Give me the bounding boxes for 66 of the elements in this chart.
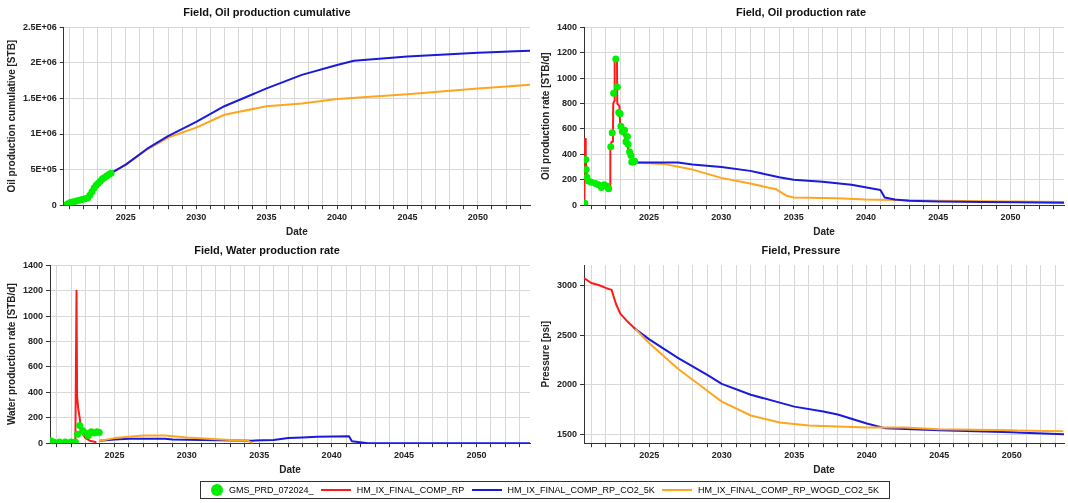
y-tick-label: 5E+05 xyxy=(30,164,57,175)
x-tick-label: 2025 xyxy=(639,450,660,461)
y-tick-label: 800 xyxy=(27,335,44,346)
x-tick-label: 2030 xyxy=(186,212,207,223)
y-tick-label: 2.5E+06 xyxy=(23,21,57,32)
x-tick-label: 2025 xyxy=(639,212,660,223)
y-tick-label: 2000 xyxy=(556,379,578,390)
y-tick-label: 400 xyxy=(27,386,44,397)
y-tick-label: 1400 xyxy=(556,21,578,32)
x-tick-label: 2045 xyxy=(928,212,949,223)
y-axis-title: Pressure [psi] xyxy=(539,320,551,388)
y-tick-label: 1E+06 xyxy=(30,128,57,139)
y-tick-label: 1400 xyxy=(22,259,44,270)
legend-label: GMS_PRD_072024_ xyxy=(229,485,314,495)
x-tick-label: 2025 xyxy=(115,212,136,223)
y-tick-label: 1200 xyxy=(22,285,44,296)
y-tick-label: 2500 xyxy=(556,329,578,340)
y-axis-title: Oil production rate [STB/d] xyxy=(539,52,551,181)
x-tick-label: 2030 xyxy=(711,450,732,461)
y-tick-label: 800 xyxy=(561,97,578,108)
y-tick-label: 200 xyxy=(27,412,44,423)
x-tick-label: 2040 xyxy=(855,212,876,223)
x-tick-label: 2050 xyxy=(466,450,487,461)
y-tick-label: 1000 xyxy=(22,310,44,321)
chart-title: Field, Water production rate xyxy=(194,243,340,256)
x-tick-label: 2035 xyxy=(783,212,804,223)
y-tick-label: 1500 xyxy=(556,428,578,439)
y-tick-label: 600 xyxy=(27,361,44,372)
x-tick-label: 2030 xyxy=(176,450,197,461)
chart-title: Field, Pressure xyxy=(761,243,841,256)
x-tick-label: 2045 xyxy=(397,212,418,223)
y-tick-label: 3000 xyxy=(556,280,578,291)
x-axis-title: Date xyxy=(279,463,302,475)
y-axis-title: Oil production cumulative [STB] xyxy=(5,39,17,193)
y-tick-label: 0 xyxy=(38,437,44,448)
y-tick-label: 1.5E+06 xyxy=(23,92,57,103)
legend-label: HM_IX_FINAL_COMP_RP_WOGD_CO2_5K xyxy=(697,485,879,495)
y-tick-label: 1200 xyxy=(556,47,578,58)
legend-label: HM_IX_FINAL_COMP_RP_CO2_5K xyxy=(507,485,655,495)
y-tick-label: 1000 xyxy=(556,72,578,83)
x-tick-label: 2050 xyxy=(1001,450,1022,461)
x-axis-title: Date xyxy=(286,225,309,237)
x-tick-label: 2050 xyxy=(467,212,488,223)
y-tick-label: 0 xyxy=(51,199,57,210)
y-tick-label: 200 xyxy=(561,174,578,185)
y-axis-title: Water production rate [STB/d] xyxy=(5,283,17,426)
x-axis-title: Date xyxy=(813,463,836,475)
x-axis-title: Date xyxy=(813,225,836,237)
x-tick-label: 2035 xyxy=(256,212,277,223)
x-tick-label: 2040 xyxy=(856,450,877,461)
y-tick-label: 2E+06 xyxy=(30,57,57,68)
x-tick-label: 2040 xyxy=(327,212,348,223)
x-tick-label: 2045 xyxy=(929,450,950,461)
chart-title: Field, Oil production rate xyxy=(735,5,867,18)
legend-label: HM_IX_FINAL_COMP_RP xyxy=(356,485,465,495)
y-tick-label: 0 xyxy=(572,199,578,210)
x-tick-label: 2025 xyxy=(104,450,125,461)
x-tick-label: 2030 xyxy=(711,212,732,223)
x-tick-label: 2040 xyxy=(321,450,342,461)
x-tick-label: 2035 xyxy=(784,450,805,461)
x-tick-label: 2050 xyxy=(1000,212,1021,223)
y-tick-label: 600 xyxy=(561,123,578,134)
x-tick-label: 2035 xyxy=(249,450,270,461)
y-tick-label: 400 xyxy=(561,148,578,159)
chart-title: Field, Oil production cumulative xyxy=(183,5,351,18)
x-tick-label: 2045 xyxy=(394,450,415,461)
